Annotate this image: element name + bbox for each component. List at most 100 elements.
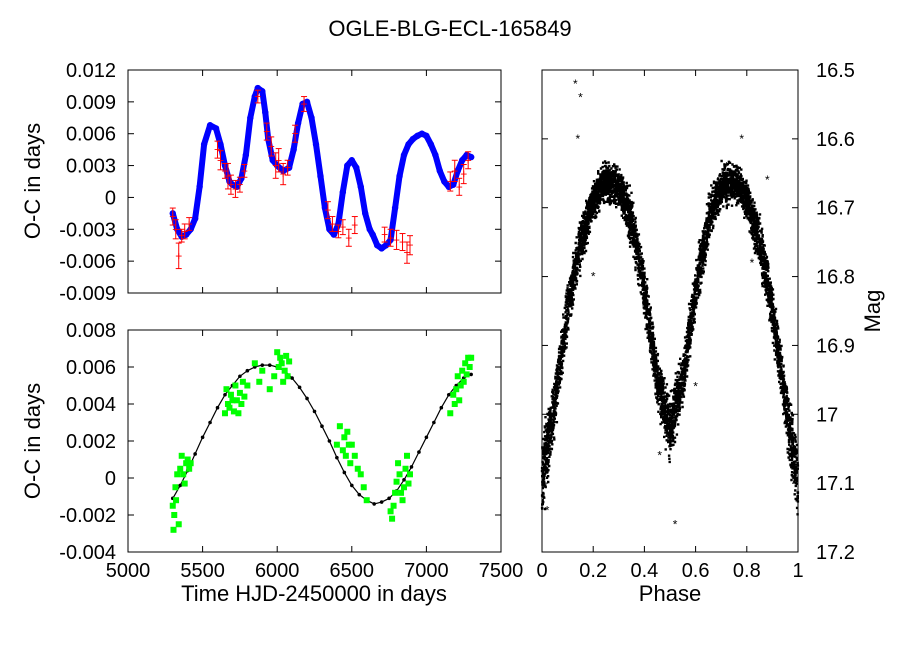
data-point — [405, 480, 412, 487]
data-point — [224, 401, 231, 407]
data-point — [280, 378, 287, 385]
svg-text:+: + — [214, 143, 221, 157]
data-point — [259, 367, 266, 374]
data-point — [221, 410, 228, 417]
svg-text:+: + — [403, 246, 410, 260]
errorbar-point: + — [339, 219, 346, 236]
y-tick-label: 17.1 — [816, 473, 855, 495]
data-point — [401, 484, 408, 491]
y-tick-label: 0.008 — [66, 320, 116, 342]
svg-text:+: + — [284, 161, 291, 175]
data-point — [347, 460, 354, 467]
data-point — [245, 368, 250, 373]
errorbar-point: + — [292, 124, 299, 143]
data-point — [267, 363, 272, 367]
outlier-point: * — [573, 77, 578, 91]
errorbar-point: + — [399, 233, 406, 252]
data-point — [372, 502, 376, 506]
errorbar-point: + — [268, 136, 275, 157]
errorbar-point: + — [236, 176, 243, 193]
data-point — [277, 354, 284, 361]
data-point — [417, 450, 421, 454]
svg-text:+: + — [181, 224, 188, 238]
data-point — [396, 172, 403, 180]
data-point — [457, 382, 464, 389]
data-point — [251, 360, 258, 367]
data-point — [451, 401, 458, 407]
data-point — [399, 497, 406, 504]
svg-text:+: + — [241, 164, 248, 178]
data-point — [230, 408, 237, 415]
data-point — [450, 391, 457, 398]
data-point — [294, 119, 302, 127]
svg-text:+: + — [169, 210, 176, 224]
data-point — [241, 393, 248, 400]
errorbar-point: + — [447, 171, 454, 192]
data-point — [173, 497, 180, 504]
data-point — [344, 162, 351, 169]
x-tick-label: 7000 — [404, 560, 449, 582]
data-point — [333, 441, 340, 448]
svg-text:+: + — [465, 153, 472, 167]
data-point — [278, 360, 285, 367]
data-point — [354, 465, 361, 472]
data-point — [181, 480, 188, 487]
x-tick-label: 7500 — [479, 560, 524, 582]
svg-text:+: + — [451, 164, 458, 178]
x-tick-label: 0.6 — [682, 560, 710, 582]
data-point — [439, 405, 444, 410]
data-point — [389, 515, 396, 522]
data-point — [398, 489, 405, 496]
data-point — [320, 424, 324, 429]
svg-text:+: + — [236, 178, 243, 192]
errorbar-point: + — [345, 228, 352, 247]
data-point — [191, 215, 199, 222]
data-point — [303, 98, 311, 106]
y-tick-label: 0.012 — [66, 60, 116, 82]
data-point — [391, 204, 399, 212]
errorbar-point: + — [241, 164, 248, 178]
data-point — [232, 382, 239, 389]
data-point — [357, 183, 364, 191]
outlier-point: * — [788, 435, 793, 449]
data-point — [362, 210, 369, 217]
errorbar-point: + — [393, 229, 400, 250]
data-point — [212, 125, 220, 132]
panel-oc-fit-data: ++++++++++++++++++++++++++++++++++++++++ — [169, 84, 475, 270]
x-tick-label: 5000 — [106, 560, 151, 582]
data-point — [390, 502, 397, 509]
data-point — [379, 500, 384, 504]
data-point — [200, 141, 208, 148]
errorbar-point: + — [387, 228, 394, 247]
outlier-point: * — [673, 517, 678, 531]
data-point — [217, 141, 224, 148]
svg-text:+: + — [254, 90, 261, 104]
panel-light-curve-data: *** ********** — [540, 77, 800, 531]
data-point — [453, 386, 460, 393]
data-point — [396, 471, 403, 478]
data-point — [226, 404, 233, 411]
data-point — [223, 386, 230, 393]
data-point — [467, 153, 475, 161]
svg-text:+: + — [268, 139, 275, 153]
panel-light-curve-frame — [541, 69, 799, 553]
x-tick-label: 0.8 — [733, 560, 761, 582]
data-point — [369, 231, 376, 238]
x-tick-label: 0.2 — [579, 560, 607, 582]
data-point — [409, 465, 414, 469]
svg-text:+: + — [280, 167, 287, 181]
outlier-point: * — [576, 132, 581, 146]
panel-light-curve-xlabel: Phase — [639, 581, 701, 606]
y-tick-label: -0.009 — [59, 283, 116, 305]
errorbar-point: + — [227, 174, 234, 195]
x-tick-label: 0.4 — [630, 560, 658, 582]
data-point — [382, 242, 390, 249]
data-point — [341, 434, 348, 441]
panel-oc-fit-frame — [127, 69, 502, 294]
svg-text:+: + — [460, 167, 467, 181]
chart-title: OGLE-BLG-ECL-165849 — [328, 16, 571, 41]
errorbar-point: + — [175, 242, 182, 270]
y-tick-label: -0.002 — [59, 505, 116, 527]
errorbar-point: + — [232, 179, 239, 198]
